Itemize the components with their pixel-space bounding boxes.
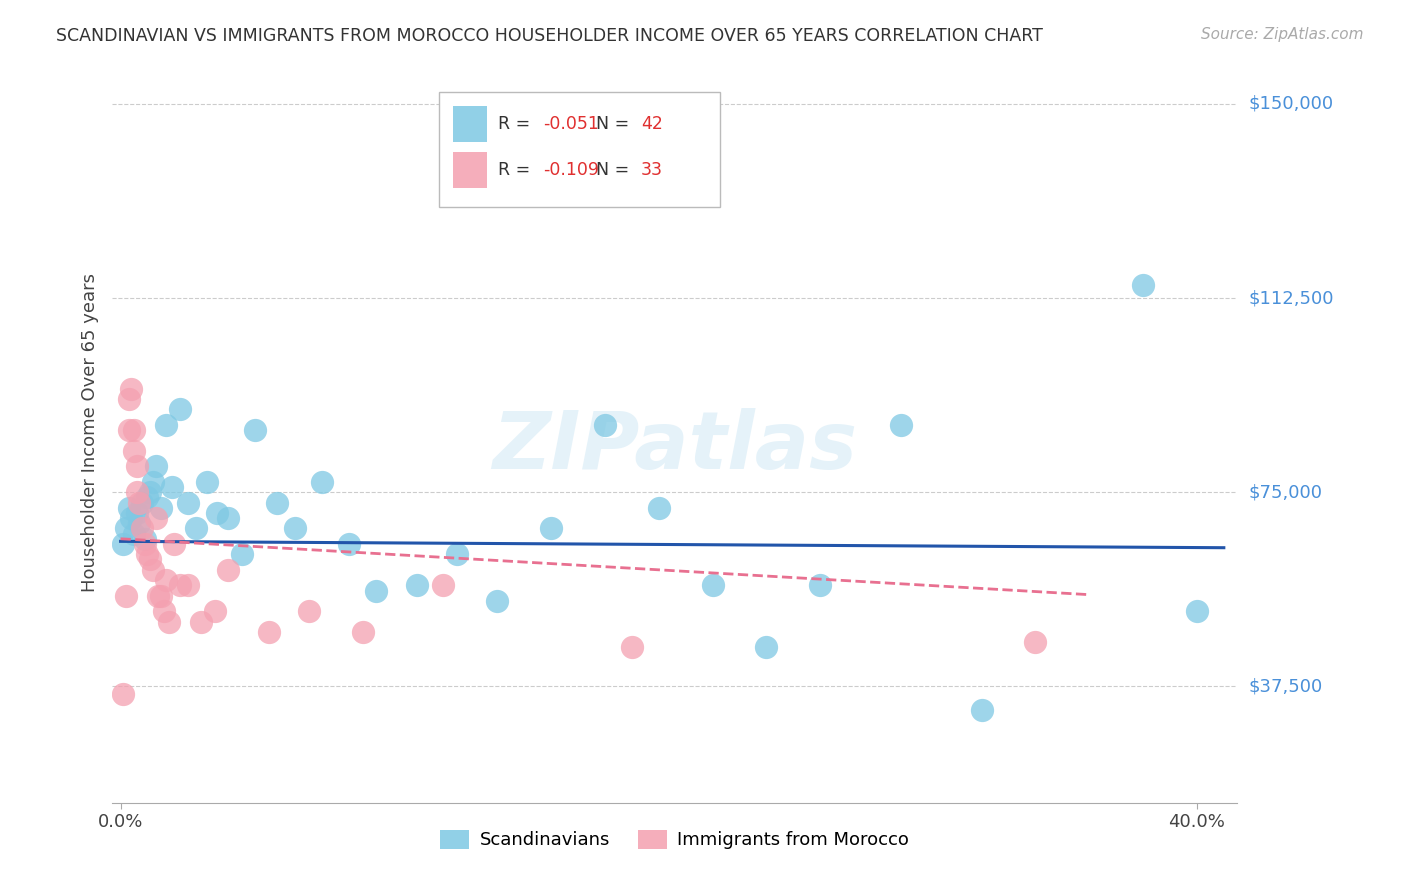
Point [432,578,454,592]
Point [177,578,200,592]
Point [231,547,253,561]
Point [217,511,239,525]
Text: $150,000: $150,000 [1249,95,1333,113]
Bar [453,152,486,187]
Point [169,578,191,592]
Point [169,402,191,417]
Point [125,506,148,520]
Point [405,578,427,592]
Point [207,506,229,520]
Point [145,511,167,525]
Point [593,417,616,432]
Point [352,624,374,639]
Bar [453,106,486,142]
Point [142,475,165,489]
Point [122,526,145,541]
Point [337,537,360,551]
Point [284,521,307,535]
Point [125,485,148,500]
Point [112,537,135,551]
Text: SCANDINAVIAN VS IMMIGRANTS FROM MOROCCO HOUSEHOLDER INCOME OVER 65 YEARS CORRELA: SCANDINAVIAN VS IMMIGRANTS FROM MOROCCO … [56,27,1043,45]
Point [152,604,174,618]
FancyBboxPatch shape [439,92,720,207]
Point [136,491,159,505]
Point [890,417,912,432]
Text: 42: 42 [641,115,664,133]
Point [163,537,186,551]
Text: $75,000: $75,000 [1249,483,1322,501]
Point [243,423,266,437]
Point [177,495,200,509]
Text: $112,500: $112,500 [1249,289,1333,307]
Point [122,423,145,437]
Point [1024,635,1046,649]
Point [115,589,138,603]
Point [134,537,156,551]
Point [970,703,993,717]
Point [128,495,150,509]
Text: N =: N = [596,161,636,178]
Text: ZIPatlas: ZIPatlas [492,409,858,486]
Text: 33: 33 [641,161,664,178]
Point [117,392,139,406]
Point [155,417,177,432]
Point [366,583,388,598]
Point [148,589,170,603]
Point [155,573,177,587]
Point [117,500,139,515]
Point [620,640,643,655]
Point [446,547,468,561]
Point [149,589,172,603]
Point [204,604,226,618]
Point [145,459,167,474]
Point [139,485,162,500]
Point [1132,278,1154,293]
Point [131,495,153,509]
Text: -0.051: -0.051 [543,115,599,133]
Text: R =: R = [498,161,536,178]
Point [136,547,159,561]
Point [702,578,724,592]
Point [266,495,288,509]
Text: Source: ZipAtlas.com: Source: ZipAtlas.com [1201,27,1364,42]
Point [486,594,509,608]
Point [125,459,148,474]
Point [120,382,142,396]
Point [1185,604,1208,618]
Text: -0.109: -0.109 [543,161,599,178]
Point [311,475,333,489]
Point [217,563,239,577]
Point [120,511,142,525]
Point [257,624,280,639]
Point [134,532,156,546]
Point [122,443,145,458]
Point [184,521,207,535]
Point [117,423,139,437]
Point [160,480,183,494]
Point [142,563,165,577]
Text: $37,500: $37,500 [1249,677,1322,695]
Text: N =: N = [596,115,636,133]
Point [648,500,671,515]
Point [115,521,138,535]
Point [540,521,562,535]
Point [755,640,778,655]
Point [128,516,150,531]
Legend: Scandinavians, Immigrants from Morocco: Scandinavians, Immigrants from Morocco [433,823,917,856]
Point [149,500,172,515]
Point [195,475,218,489]
Point [131,521,153,535]
Point [808,578,831,592]
Point [112,687,135,701]
Point [157,615,180,629]
Y-axis label: Householder Income Over 65 years: Householder Income Over 65 years [80,273,98,592]
Point [190,615,212,629]
Point [139,552,162,566]
Point [298,604,321,618]
Text: R =: R = [498,115,536,133]
